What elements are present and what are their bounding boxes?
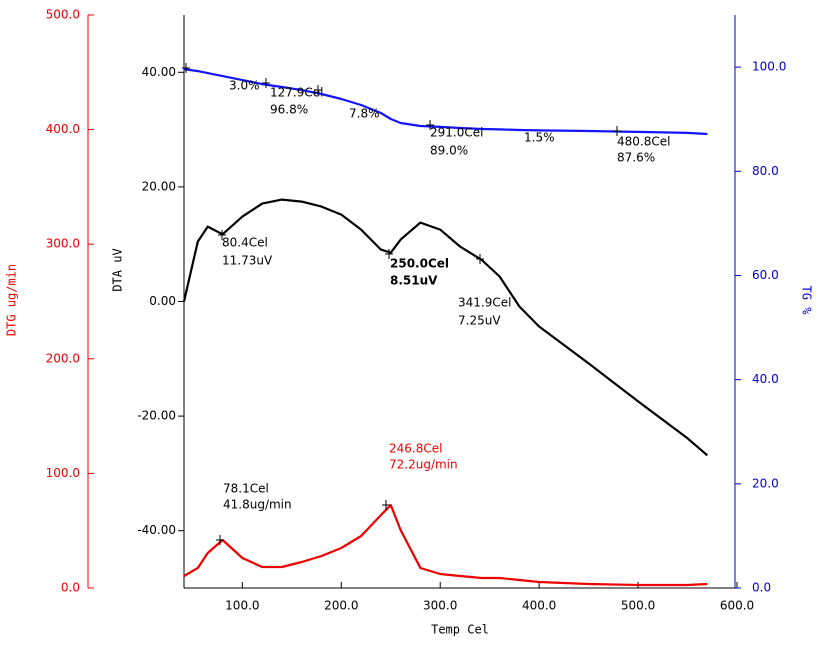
annotation: 78.1Cel [223, 482, 269, 496]
annotation: 11.73uV [222, 254, 273, 268]
peak-marker [426, 120, 434, 130]
y2-tick-label: 0.0 [752, 581, 771, 595]
x-tick-label: 100.0 [225, 599, 259, 613]
annotation: 87.6% [617, 151, 655, 165]
series-line [183, 68, 708, 136]
dtg-axis-label: DTG ug/min [5, 264, 19, 336]
dta-axis-label: DTA uV [111, 248, 125, 291]
annotation: 80.4Cel [222, 236, 268, 250]
y3-tick-label: 500.0 [46, 8, 80, 22]
peak-marker [476, 254, 484, 264]
annotation: 1.5% [524, 131, 555, 145]
tg-axis-label: TG % [800, 286, 814, 316]
y2-tick-label: 40.0 [752, 372, 779, 386]
x-axis-label: Temp Cel [431, 623, 489, 637]
peak-marker [382, 500, 390, 510]
y3-tick-label: 300.0 [46, 237, 80, 251]
annotation: 41.8ug/min [223, 498, 292, 512]
annotation: 72.2ug/min [389, 458, 458, 472]
peak-marker [613, 126, 621, 136]
annotation: 246.8Cel [389, 442, 442, 456]
annotation: 3.0% [229, 79, 260, 93]
peak-marker [314, 85, 322, 95]
series-line [182, 198, 709, 457]
annotation: 7.25uV [458, 314, 501, 328]
y-tick-label: -40.00 [137, 523, 176, 537]
x-tick-label: 500.0 [621, 599, 655, 613]
peak-marker [262, 78, 270, 88]
y2-tick-label: 20.0 [752, 476, 779, 490]
y3-tick-label: 200.0 [46, 351, 80, 365]
peak-marker [216, 535, 224, 545]
annotation: 89.0% [430, 144, 468, 158]
annotation: 341.9Cel [458, 296, 511, 310]
y3-tick-label: 0.0 [61, 581, 80, 595]
peak-marker [218, 230, 226, 240]
annotation: 8.51uV [390, 274, 438, 288]
peak-marker [385, 249, 393, 259]
x-tick-label: 200.0 [324, 599, 358, 613]
y-tick-label: 40.00 [142, 65, 176, 79]
x-tick-label: 600.0 [720, 599, 754, 613]
annotation: 480.8Cel [617, 135, 670, 149]
peak-marker [182, 63, 190, 73]
y-tick-label: 20.00 [142, 179, 176, 193]
y2-tick-label: 60.0 [752, 268, 779, 282]
y3-tick-label: 400.0 [46, 122, 80, 136]
y3-tick-label: 100.0 [46, 466, 80, 480]
annotation: 250.0Cel [390, 257, 449, 271]
y-tick-label: -20.00 [137, 409, 176, 423]
annotation: 7.8% [349, 107, 380, 121]
y2-tick-label: 100.0 [752, 60, 786, 74]
annotation: 96.8% [270, 103, 308, 117]
annotation: 127.9Cel [270, 86, 323, 100]
annotation: 291.0Cel [430, 126, 483, 140]
y-tick-label: 0.00 [149, 294, 176, 308]
x-tick-label: 300.0 [423, 599, 457, 613]
y2-tick-label: 80.0 [752, 164, 779, 178]
series-line [183, 504, 708, 587]
x-tick-label: 400.0 [522, 599, 556, 613]
